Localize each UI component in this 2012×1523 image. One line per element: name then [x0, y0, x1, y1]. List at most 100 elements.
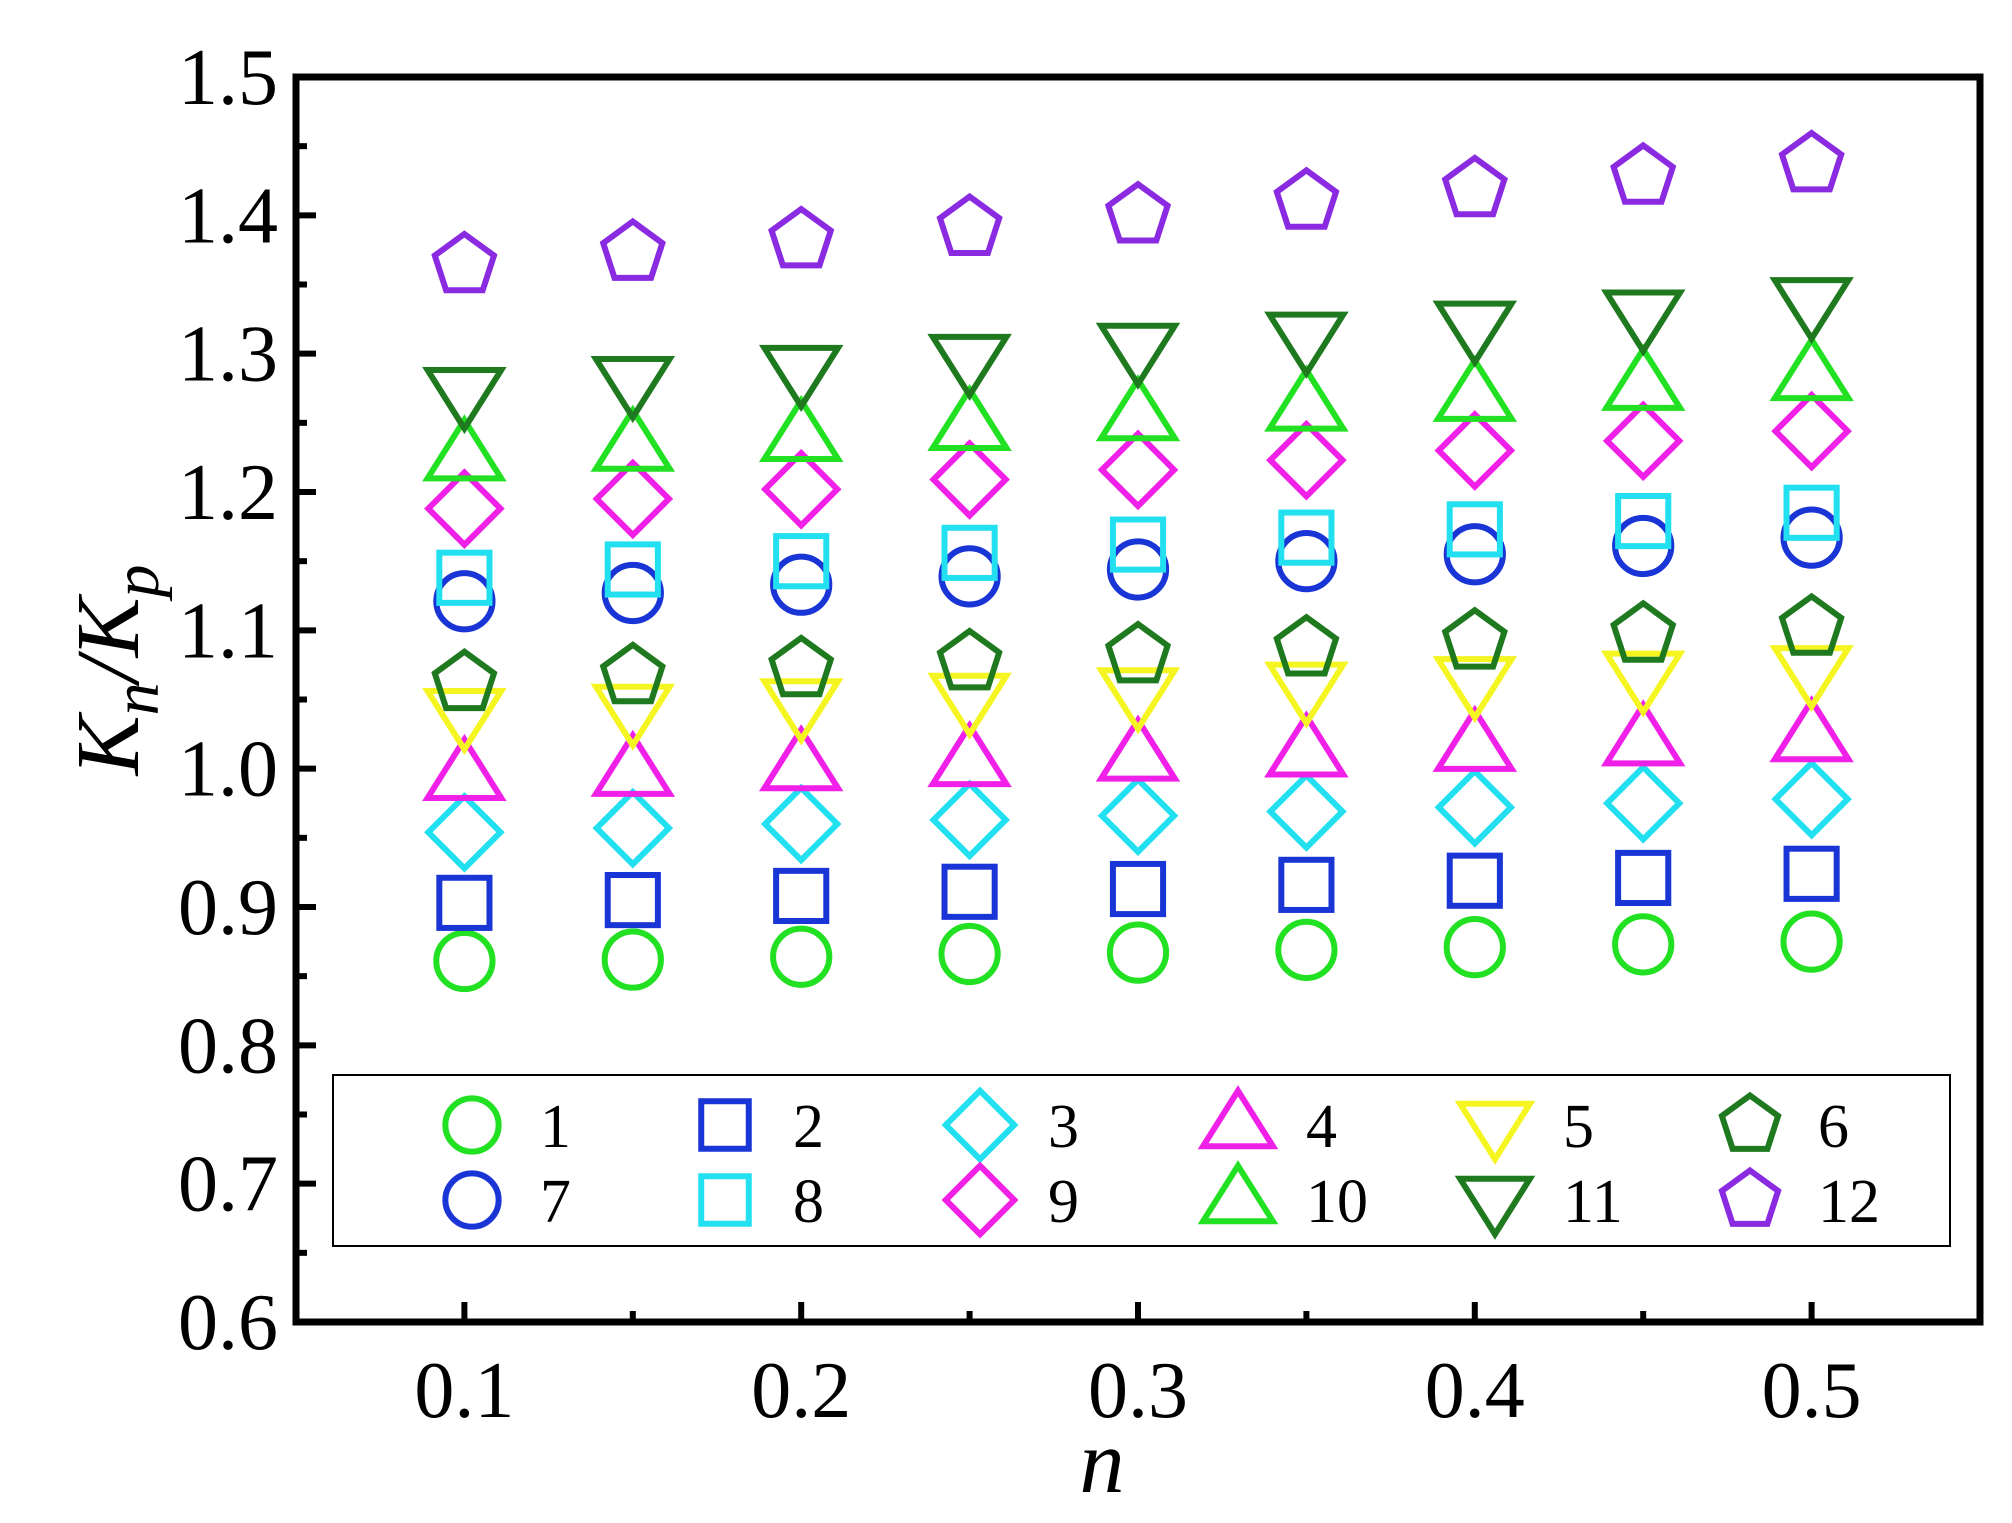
legend-marker	[1197, 1160, 1279, 1225]
data-point	[1600, 289, 1686, 357]
data-point	[941, 863, 998, 920]
data-point	[768, 205, 835, 269]
series-4	[422, 695, 1854, 801]
data-point	[1771, 758, 1852, 840]
data-point	[1432, 354, 1518, 422]
data-point	[1602, 762, 1684, 844]
data-point	[758, 394, 844, 463]
data-point	[1432, 704, 1518, 772]
data-point	[1783, 484, 1840, 541]
legend-marker	[1197, 1085, 1279, 1150]
data-point	[1441, 606, 1508, 670]
data-point	[1769, 645, 1854, 713]
y-tick-label: 1.5	[178, 34, 278, 122]
y-tick-label: 0.6	[178, 1279, 278, 1367]
legend-item-11: 11	[1454, 1168, 1623, 1240]
data-point	[1434, 410, 1516, 491]
legend-label: 12	[1818, 1168, 1880, 1236]
data-point	[590, 683, 676, 751]
data-point	[1275, 530, 1338, 593]
data-point	[1264, 311, 1349, 379]
legend-item-12: 12	[1718, 1166, 1880, 1236]
data-point	[1097, 775, 1179, 857]
data-point	[1778, 592, 1845, 656]
data-point	[1273, 166, 1340, 230]
data-point	[760, 783, 842, 865]
legend-label: 10	[1306, 1168, 1368, 1236]
series-10	[422, 334, 1854, 482]
data-point	[599, 641, 666, 705]
series-9	[424, 390, 1852, 549]
data-point	[436, 549, 493, 606]
legend-marker	[698, 1173, 752, 1227]
data-point	[601, 561, 664, 625]
legend-marker	[1454, 1175, 1536, 1240]
data-point	[1780, 910, 1843, 973]
legend-item-7: 7	[442, 1168, 571, 1236]
data-point	[1602, 400, 1684, 482]
legend-marker	[1718, 1166, 1782, 1227]
data-point	[758, 724, 844, 792]
data-point	[936, 627, 1003, 691]
legend-label: 7	[540, 1168, 571, 1236]
data-point	[1783, 845, 1840, 902]
data-point	[1095, 714, 1181, 782]
data-point	[1095, 667, 1181, 735]
legend-label: 8	[793, 1168, 824, 1236]
data-point	[927, 672, 1012, 740]
series-3	[424, 758, 1852, 873]
data-point	[1275, 918, 1338, 982]
data-point	[1443, 915, 1506, 979]
y-tick-label: 0.9	[178, 864, 278, 952]
y-tick-label: 1.1	[178, 587, 278, 675]
y-axis-title-main: K	[59, 712, 158, 778]
legend-item-8: 8	[698, 1168, 824, 1236]
y-tick-label: 1.2	[178, 449, 278, 537]
data-point	[938, 922, 1001, 986]
series-5	[422, 645, 1854, 756]
data-point	[1264, 364, 1349, 432]
legend-item-5: 5	[1454, 1093, 1594, 1165]
y-axis-title: Kn/Kp	[59, 564, 173, 777]
data-point	[604, 872, 661, 929]
data-point	[1097, 429, 1179, 511]
y-axis-title-sub1: n	[100, 683, 173, 716]
y-tick-label: 0.7	[178, 1141, 278, 1229]
data-point	[422, 367, 507, 435]
data-point	[773, 867, 830, 925]
data-point	[1610, 599, 1677, 663]
data-point	[1769, 334, 1854, 402]
data-point	[422, 687, 507, 756]
x-tick-label: 0.4	[1425, 1347, 1525, 1435]
data-point	[929, 779, 1010, 861]
data-point	[1443, 523, 1506, 586]
data-point	[1266, 419, 1347, 501]
legend-marker	[1454, 1100, 1536, 1165]
data-point	[1278, 856, 1335, 913]
data-point	[758, 678, 844, 746]
data-point	[929, 439, 1010, 520]
legend-marker	[941, 1161, 1019, 1239]
data-point	[1769, 277, 1854, 345]
data-point	[1610, 141, 1677, 205]
legend-label: 2	[793, 1093, 824, 1161]
data-point	[424, 791, 505, 873]
y-axis-title-sub2: p	[100, 564, 173, 601]
legend-item-6: 6	[1718, 1091, 1849, 1161]
data-point	[590, 355, 676, 424]
y-tick-label: 1.3	[178, 311, 278, 399]
data-point	[927, 333, 1012, 401]
legend-item-10: 10	[1197, 1160, 1368, 1236]
legend-label: 5	[1563, 1093, 1594, 1161]
legend-marker	[442, 1095, 502, 1155]
data-point	[433, 570, 496, 633]
x-tick-label: 0.3	[1088, 1347, 1188, 1435]
data-point	[1615, 492, 1672, 550]
data-point	[1600, 699, 1686, 767]
data-point	[1615, 849, 1672, 907]
data-point	[1264, 661, 1349, 729]
data-point	[1106, 538, 1170, 601]
data-point	[1778, 129, 1845, 193]
data-point	[1104, 620, 1172, 684]
